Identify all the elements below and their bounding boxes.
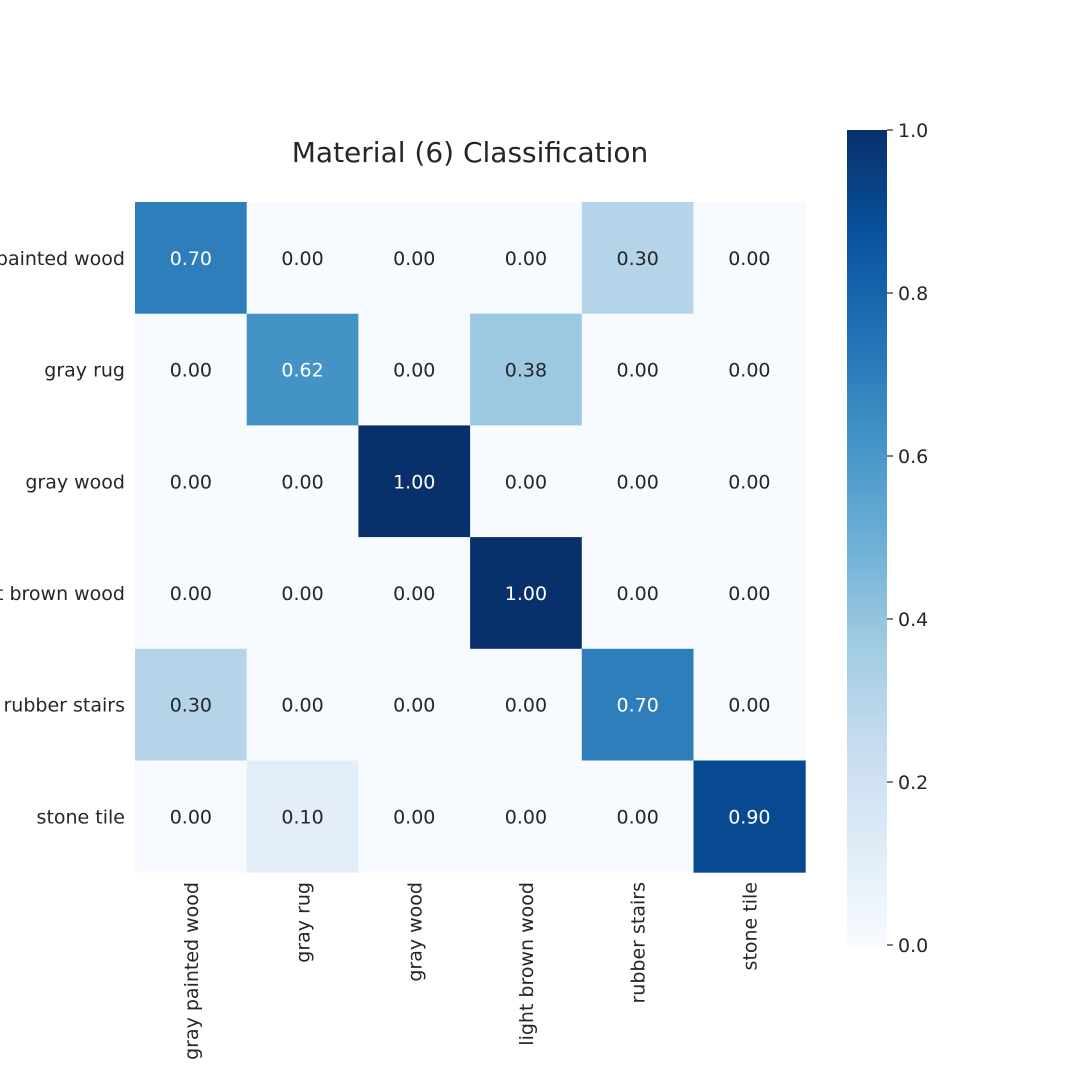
cell-gray-rug-gray-painted-wood [135,313,248,426]
cell-rubber-stairs-rubber-stairs [581,648,694,761]
cell-gray-rug-gray-wood [358,313,471,426]
cell-stone-tile-gray-rug [246,760,359,873]
cell-value-label: 0.00 [281,471,323,493]
y-tick-label: gray rug [44,360,125,382]
y-tick-label: gray wood [25,471,125,493]
cell-value-label: 0.00 [393,583,435,605]
cell-value-label: 0.00 [393,806,435,828]
cell-value-label: 0.30 [616,248,658,270]
cell-gray-painted-wood-light-brown-wood [470,202,583,315]
cell-gray-wood-gray-rug [246,425,359,538]
cell-stone-tile-light-brown-wood [470,760,583,873]
cell-value-label: 0.00 [281,248,323,270]
cell-value-label: 0.00 [728,360,770,382]
cell-gray-painted-wood-gray-wood [358,202,471,315]
y-axis-labels: gray painted wood gray rug gray wood light … [0,248,126,828]
cell-value-label: 1.00 [393,471,435,493]
cell-light-brown-wood-gray-painted-wood [135,537,248,650]
cell-gray-painted-wood-rubber-stairs [581,202,694,315]
colorbar-tick-label: 0.6 [898,446,928,468]
cell-stone-tile-rubber-stairs [581,760,694,873]
cell-rubber-stairs-light-brown-wood [470,648,583,761]
cell-gray-rug-stone-tile [693,313,806,426]
y-tick-label: light brown wood [0,583,125,605]
cell-value-label: 0.00 [616,806,658,828]
x-tick-label: rubber stairs [628,882,650,1004]
cell-value-label: 0.00 [728,471,770,493]
cell-gray-wood-light-brown-wood [470,425,583,538]
cell-gray-wood-gray-painted-wood [135,425,248,538]
cell-value-label: 0.00 [393,695,435,717]
cell-gray-rug-gray-rug [246,313,359,426]
cell-value-label: 0.90 [728,806,770,828]
cell-value-label: 0.00 [505,248,547,270]
chart-title: Material (6) Classification [292,136,648,169]
colorbar-tick-label: 0.4 [898,609,928,631]
colorbar-tick-label: 0.2 [898,772,928,794]
colorbar-tick-label: 0.8 [898,283,928,305]
cell-stone-tile-stone-tile [693,760,806,873]
cell-value-label: 0.38 [505,360,547,382]
cell-value-label: 0.30 [170,695,212,717]
colorbar: 0.0 0.2 0.4 0.6 0.8 1.0 [847,120,928,957]
cell-value-label: 0.00 [281,695,323,717]
cell-value-label: 0.70 [170,248,212,270]
x-axis-labels: gray painted wood gray rug gray wood light … [181,882,761,1060]
cell-light-brown-wood-rubber-stairs [581,537,694,650]
cell-gray-wood-stone-tile [693,425,806,538]
cell-light-brown-wood-gray-wood [358,537,471,650]
cell-value-label: 0.62 [281,360,323,382]
colorbar-gradient [847,130,887,945]
colorbar-tick-label: 1.0 [898,120,928,142]
cell-value-label: 0.00 [170,471,212,493]
y-tick-label: gray painted wood [0,248,125,270]
cell-value-label: 0.10 [281,806,323,828]
cell-stone-tile-gray-wood [358,760,471,873]
y-tick-label: rubber stairs [4,695,126,717]
cell-gray-painted-wood-stone-tile [693,202,806,315]
heatmap-cells: 0.70 0.00 0.00 0.00 0.30 0.00 0.00 0.62 0.00 0.38… [135,202,806,873]
cell-value-label: 0.00 [728,695,770,717]
cell-value-label: 0.00 [170,583,212,605]
colorbar-tick-label: 0.0 [898,935,928,957]
cell-value-label: 0.00 [505,806,547,828]
cell-light-brown-wood-gray-rug [246,537,359,650]
cell-rubber-stairs-gray-painted-wood [135,648,248,761]
x-tick-label: gray wood [404,882,426,982]
cell-light-brown-wood-stone-tile [693,537,806,650]
cell-value-label: 0.00 [616,583,658,605]
cell-value-label: 0.00 [393,248,435,270]
cell-value-label: 0.00 [393,360,435,382]
cell-value-label: 0.00 [170,806,212,828]
cell-value-label: 0.00 [281,583,323,605]
cell-value-label: 1.00 [505,583,547,605]
cell-rubber-stairs-gray-wood [358,648,471,761]
cell-value-label: 0.70 [616,695,658,717]
cell-gray-wood-rubber-stairs [581,425,694,538]
cell-rubber-stairs-stone-tile [693,648,806,761]
cell-value-label: 0.00 [616,360,658,382]
x-tick-label: gray rug [293,882,315,963]
cell-gray-wood-gray-wood [358,425,471,538]
cell-gray-rug-light-brown-wood [470,313,583,426]
cell-gray-painted-wood-gray-painted-wood [135,202,248,315]
x-tick-label: light brown wood [516,882,538,1046]
cell-rubber-stairs-gray-rug [246,648,359,761]
cell-value-label: 0.00 [505,695,547,717]
cell-gray-painted-wood-gray-rug [246,202,359,315]
cell-stone-tile-gray-painted-wood [135,760,248,873]
cell-value-label: 0.00 [728,248,770,270]
cell-value-label: 0.00 [170,360,212,382]
cell-value-label: 0.00 [616,471,658,493]
cell-value-label: 0.00 [728,583,770,605]
x-tick-label: stone tile [739,882,761,970]
cell-gray-rug-rubber-stairs [581,313,694,426]
y-tick-label: stone tile [37,806,125,828]
x-tick-label: gray painted wood [181,882,203,1060]
cell-light-brown-wood-light-brown-wood [470,537,583,650]
cell-value-label: 0.00 [505,471,547,493]
